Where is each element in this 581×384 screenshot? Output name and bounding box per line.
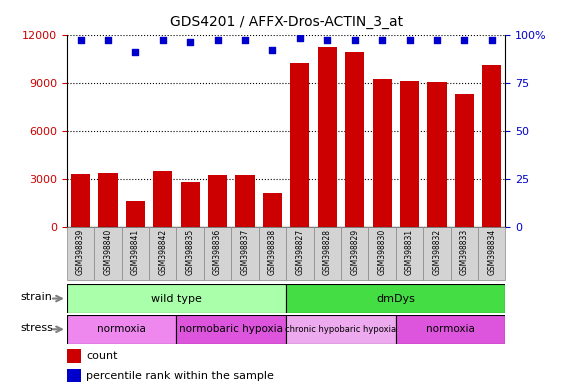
Text: GSM398838: GSM398838 [268, 229, 277, 275]
Point [158, 37, 167, 43]
Bar [67, 369, 81, 382]
Bar [177, 315, 286, 344]
Bar [177, 227, 204, 280]
Bar [153, 171, 173, 227]
Point [76, 37, 85, 43]
Bar [478, 227, 505, 280]
Text: normoxia: normoxia [426, 324, 475, 334]
Point [432, 37, 442, 43]
Bar [372, 79, 392, 227]
Bar [423, 227, 451, 280]
Text: count: count [86, 351, 117, 361]
Point [378, 37, 387, 43]
Point [185, 39, 195, 45]
Bar [149, 227, 177, 280]
Text: GSM398831: GSM398831 [405, 229, 414, 275]
Text: GSM398830: GSM398830 [378, 229, 386, 275]
Text: GSM398829: GSM398829 [350, 229, 359, 275]
Point [268, 47, 277, 53]
Bar [482, 65, 501, 227]
Bar [235, 175, 254, 227]
Bar [67, 284, 286, 313]
Text: normobaric hypoxia: normobaric hypoxia [180, 324, 284, 334]
Text: GSM398839: GSM398839 [76, 229, 85, 275]
Bar [125, 201, 145, 227]
Title: GDS4201 / AFFX-Dros-ACTIN_3_at: GDS4201 / AFFX-Dros-ACTIN_3_at [170, 15, 403, 29]
Bar [231, 227, 259, 280]
Point [103, 37, 113, 43]
Bar [121, 227, 149, 280]
Bar [67, 349, 81, 363]
Bar [428, 82, 447, 227]
Bar [259, 227, 286, 280]
Bar [67, 227, 94, 280]
Bar [67, 315, 177, 344]
Bar [94, 227, 121, 280]
Bar [290, 63, 310, 227]
Text: GSM398834: GSM398834 [487, 229, 496, 275]
Bar [314, 227, 341, 280]
Text: GSM398828: GSM398828 [323, 229, 332, 275]
Bar [181, 182, 200, 227]
Text: GSM398837: GSM398837 [241, 229, 249, 275]
Point [213, 37, 223, 43]
Text: GSM398842: GSM398842 [158, 229, 167, 275]
Bar [455, 94, 474, 227]
Text: chronic hypobaric hypoxia: chronic hypobaric hypoxia [285, 325, 397, 334]
Point [131, 49, 140, 55]
Bar [98, 173, 117, 227]
Text: GSM398827: GSM398827 [295, 229, 304, 275]
Text: GSM398832: GSM398832 [432, 229, 442, 275]
Text: GSM398840: GSM398840 [103, 229, 113, 275]
Point [487, 37, 496, 43]
Point [460, 37, 469, 43]
Text: GSM398835: GSM398835 [186, 229, 195, 275]
Bar [400, 81, 419, 227]
Bar [286, 284, 505, 313]
Bar [345, 52, 364, 227]
Bar [286, 227, 314, 280]
Bar [451, 227, 478, 280]
Text: percentile rank within the sample: percentile rank within the sample [86, 371, 274, 381]
Point [405, 37, 414, 43]
Bar [318, 47, 337, 227]
Text: stress: stress [20, 323, 53, 333]
Text: GSM398836: GSM398836 [213, 229, 222, 275]
Bar [286, 315, 396, 344]
Point [350, 37, 359, 43]
Bar [341, 227, 368, 280]
Text: strain: strain [21, 292, 53, 302]
Text: GSM398833: GSM398833 [460, 229, 469, 275]
Bar [208, 175, 227, 227]
Bar [396, 227, 423, 280]
Bar [263, 193, 282, 227]
Bar [368, 227, 396, 280]
Bar [204, 227, 231, 280]
Point [295, 35, 304, 41]
Point [241, 37, 250, 43]
Text: GSM398841: GSM398841 [131, 229, 140, 275]
Text: wild type: wild type [151, 293, 202, 304]
Text: normoxia: normoxia [97, 324, 146, 334]
Bar [396, 315, 505, 344]
Text: dmDys: dmDys [376, 293, 415, 304]
Point [322, 37, 332, 43]
Bar [71, 174, 90, 227]
